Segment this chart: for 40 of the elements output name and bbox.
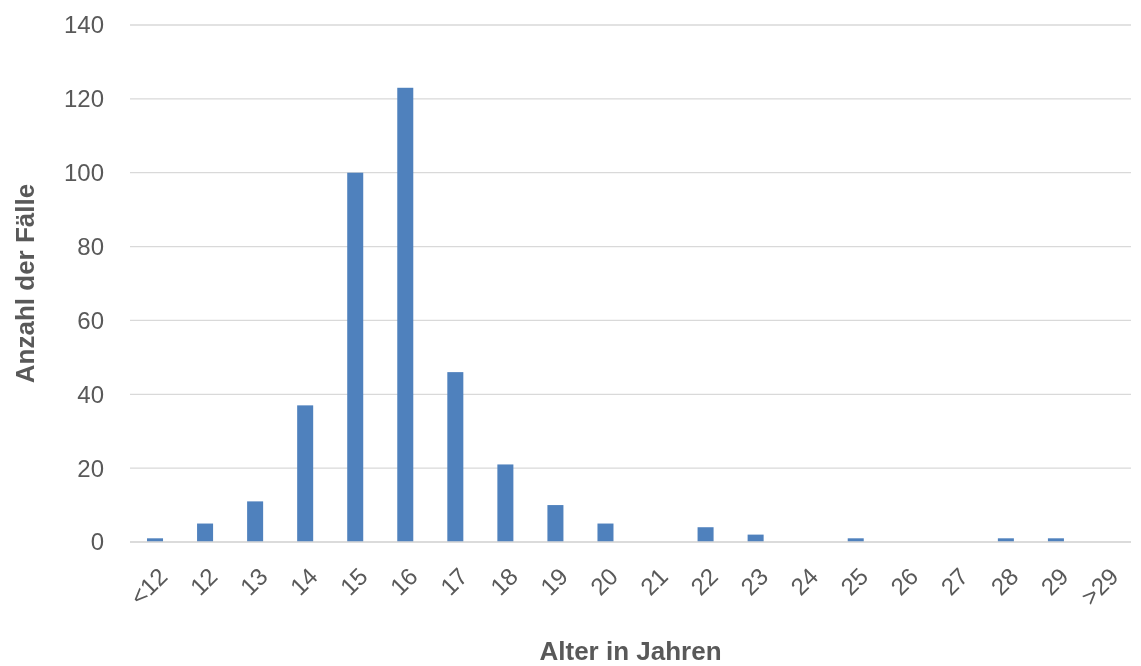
x-tick-label: <12 (124, 562, 173, 611)
bar (597, 523, 614, 542)
x-tick-label: 27 (935, 562, 974, 601)
x-tick-label: 21 (635, 562, 673, 601)
y-tick-label: 40 (77, 380, 104, 408)
y-tick-label: 120 (63, 85, 104, 113)
x-tick-label: 12 (184, 562, 223, 601)
bar (447, 372, 464, 542)
bar (347, 172, 364, 542)
bar (497, 464, 514, 542)
y-tick-label: 20 (77, 454, 104, 482)
x-tick-label: 25 (835, 562, 874, 601)
x-tick-label: 14 (284, 562, 323, 601)
x-tick-label: 15 (334, 562, 373, 601)
y-tick-label: 100 (63, 159, 104, 187)
x-tick-label: >29 (1075, 562, 1124, 611)
y-tick-label: 140 (63, 11, 104, 39)
x-tick-label: 23 (735, 562, 774, 601)
x-tick-label: 29 (1035, 562, 1074, 601)
bar (547, 505, 564, 542)
x-axis-title: Alter in Jahren (539, 636, 722, 666)
y-tick-label: 60 (77, 306, 104, 334)
bar (297, 405, 314, 542)
x-tick-label: 16 (384, 562, 423, 601)
x-tick-label: 28 (985, 562, 1024, 601)
y-axis-title: Anzahl der Fälle (10, 183, 40, 384)
y-tick-label: 80 (77, 232, 104, 260)
x-tick-label: 19 (534, 562, 573, 601)
x-tick-label: 20 (584, 562, 623, 601)
x-tick-label: 13 (234, 562, 273, 601)
bar (197, 523, 214, 542)
x-tick-label: 26 (885, 562, 924, 601)
bar (397, 87, 414, 542)
bar (247, 501, 264, 542)
x-tick-label: 18 (484, 562, 523, 601)
bar (697, 527, 714, 542)
x-tick-label: 24 (785, 562, 824, 601)
x-tick-label: 17 (434, 562, 473, 601)
y-tick-label: 0 (90, 528, 104, 556)
x-tick-label: 22 (685, 562, 724, 601)
